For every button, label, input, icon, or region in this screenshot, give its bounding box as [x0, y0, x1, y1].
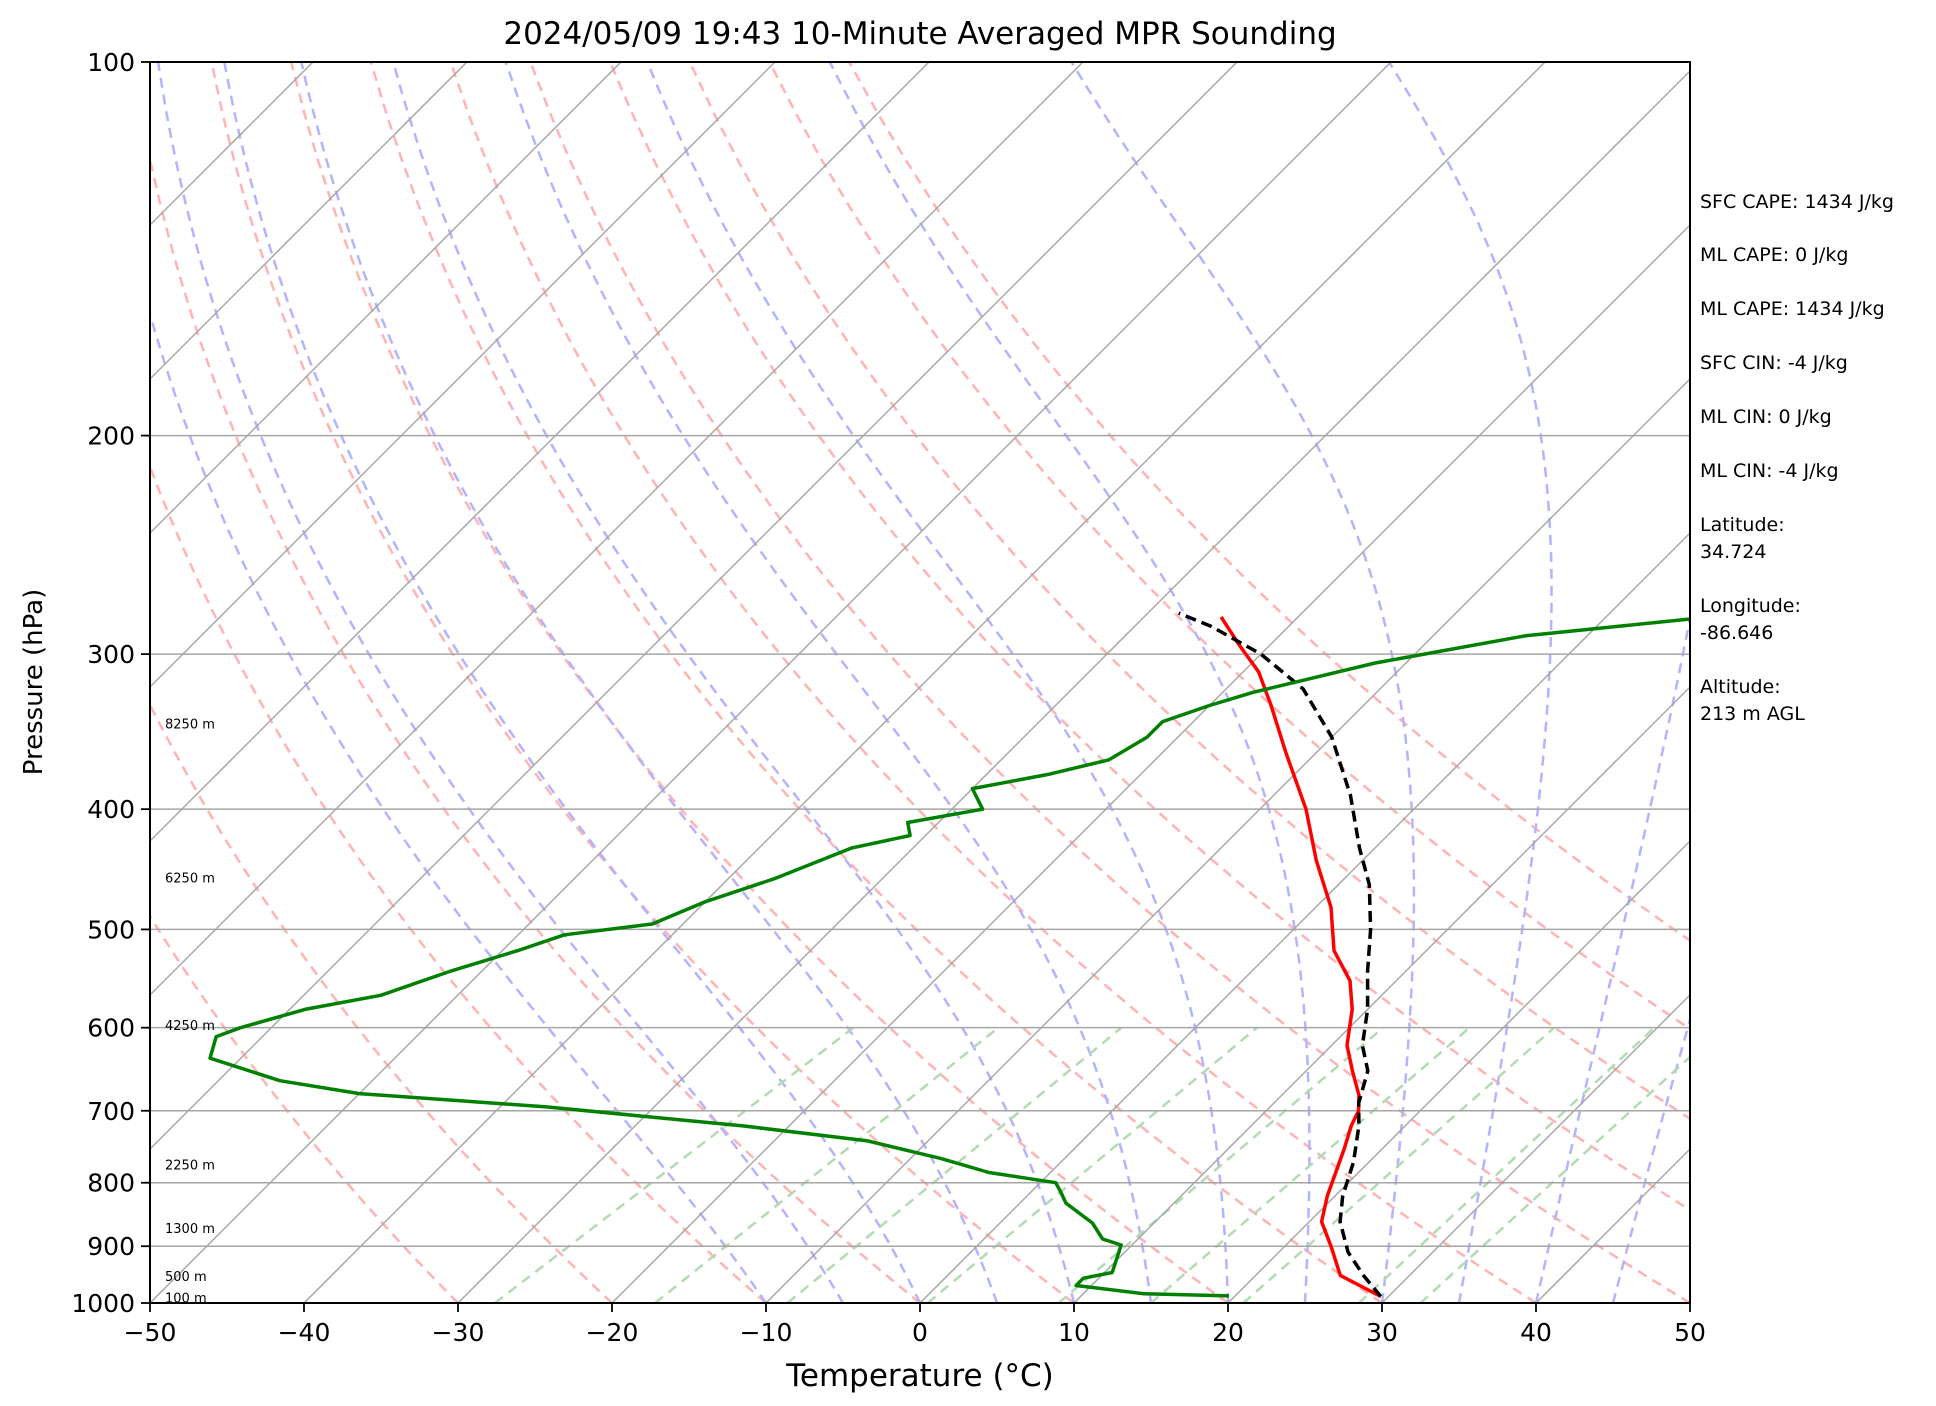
parameter-annotation: Longitude: -86.646	[1700, 595, 1801, 644]
x-tick-label: 50	[1674, 1318, 1706, 1347]
y-tick-label: 300	[87, 640, 135, 669]
height-labels: 8250 m 6250 m 4250 m 2250 m 1300 m 500 m 100 m	[165, 718, 215, 1307]
isotherm-line	[150, 62, 776, 689]
dry-adiabat	[608, 62, 1690, 1212]
height-label: 100 m	[165, 1292, 207, 1307]
mixing-ratio-line	[926, 1026, 1258, 1303]
mixing-ratio-line	[654, 1026, 999, 1303]
height-label: 2250 m	[165, 1159, 215, 1174]
y-tick-label: 100	[87, 48, 135, 77]
isotherm-line	[457, 69, 1690, 1303]
parameter-annotation: ML CIN: 0 J/kg	[1700, 406, 1832, 428]
moist-adiabat	[828, 62, 1311, 1303]
isotherm-line	[611, 223, 1690, 1303]
parameter-annotation: ML CAPE: 0 J/kg	[1700, 244, 1848, 266]
moist-adiabat	[1070, 62, 1416, 1303]
x-tick-label: 10	[1058, 1318, 1090, 1347]
isotherm-line	[150, 62, 1392, 1303]
sounding-parameters: SFC CAPE: 1434 J/kg ML CAPE: 0 J/kg ML CAP…	[1700, 191, 1894, 725]
y-tick-label: 200	[87, 422, 135, 451]
x-tick-label: −30	[432, 1318, 485, 1347]
y-tick-label: 800	[87, 1169, 135, 1198]
parameter-annotation: ML CAPE: 1434 J/kg	[1700, 298, 1885, 320]
dry-adiabat	[150, 702, 613, 1303]
dry-adiabat	[150, 913, 459, 1303]
x-axis-label: Temperature (°C)	[785, 1358, 1054, 1394]
mixing-ratio-line	[786, 1026, 1123, 1303]
x-tick-label: 40	[1520, 1318, 1552, 1347]
height-label: 6250 m	[165, 872, 215, 887]
moist-adiabat	[1534, 611, 1690, 1303]
x-tick-label: 20	[1212, 1318, 1244, 1347]
isotherm-line	[150, 62, 622, 535]
height-label: 8250 m	[165, 718, 215, 733]
moist-adiabat	[1611, 1015, 1690, 1303]
isotherm-line	[150, 62, 1084, 997]
dry-adiabat	[449, 62, 1537, 1303]
mixing-ratio-line	[1242, 1026, 1555, 1303]
dry-adiabat	[150, 153, 921, 1303]
x-tick-label: −40	[278, 1318, 331, 1347]
parameter-annotation: ML CIN: -4 J/kg	[1700, 460, 1839, 482]
parameter-annotation: SFC CAPE: 1434 J/kg	[1700, 191, 1894, 213]
isotherm-line	[1381, 993, 1690, 1303]
parcel-path	[1178, 611, 1383, 1298]
height-label: 1300 m	[165, 1222, 215, 1237]
temperature-profile	[1219, 615, 1382, 1299]
y-tick-label: 400	[87, 795, 135, 824]
mixing-ratio-line	[1150, 1026, 1471, 1303]
parameter-annotation: Altitude: 213 m AGL	[1700, 676, 1805, 725]
x-tick-label: 30	[1366, 1318, 1398, 1347]
isotherm-line	[150, 62, 468, 381]
background-lines	[150, 62, 1690, 1303]
x-axis-ticks: −50 −40 −30 −20 −10 0 10 20 30 40 50	[124, 1303, 1706, 1347]
isotherm-line	[150, 62, 930, 843]
mixing-ratio-line	[1057, 1026, 1385, 1303]
isotherm-line	[1073, 685, 1690, 1303]
isotherm-line	[1227, 839, 1690, 1303]
isotherm-line	[765, 377, 1690, 1303]
height-label: 4250 m	[165, 1019, 215, 1034]
y-tick-label: 500	[87, 915, 135, 944]
moist-adiabat	[150, 309, 768, 1303]
dry-adiabat	[210, 62, 1075, 1303]
chart-title: 2024/05/09 19:43 10-Minute Averaged MPR …	[503, 16, 1336, 52]
height-label: 500 m	[165, 1270, 207, 1285]
y-axis-ticks: 100 200 300 400 500 600 700 800 900 1000	[71, 48, 150, 1318]
mixing-ratio-line	[1419, 1055, 1690, 1303]
moist-adiabat	[504, 62, 1153, 1303]
moist-adiabat	[1387, 62, 1553, 1303]
x-tick-label: −20	[586, 1318, 639, 1347]
moist-adiabat	[300, 62, 999, 1303]
y-tick-label: 900	[87, 1232, 135, 1261]
y-tick-label: 1000	[71, 1289, 135, 1318]
x-tick-label: −10	[740, 1318, 793, 1347]
y-tick-label: 700	[87, 1097, 135, 1126]
x-tick-label: 0	[912, 1318, 928, 1347]
dewpoint-profile	[208, 617, 1690, 1298]
parameter-annotation: SFC CIN: -4 J/kg	[1700, 352, 1848, 374]
moist-adiabat	[646, 62, 1230, 1303]
y-axis-label: Pressure (hPa)	[19, 589, 49, 776]
dry-adiabat	[150, 463, 767, 1303]
moist-adiabat	[156, 62, 845, 1303]
dry-adiabat	[688, 62, 1690, 1121]
isotherm-line	[150, 62, 1238, 1151]
moist-adiabat	[392, 62, 1076, 1303]
isotherm-line	[303, 62, 1546, 1303]
isotherm-line	[919, 531, 1690, 1303]
mixing-ratio-line	[494, 1026, 855, 1303]
dry-adiabat	[768, 62, 1690, 1031]
sounding-profiles	[208, 611, 1690, 1299]
y-tick-label: 600	[87, 1014, 135, 1043]
dry-adiabat	[529, 62, 1690, 1303]
parameter-annotation: Latitude: 34.724	[1700, 514, 1785, 563]
x-tick-label: −50	[124, 1318, 177, 1347]
